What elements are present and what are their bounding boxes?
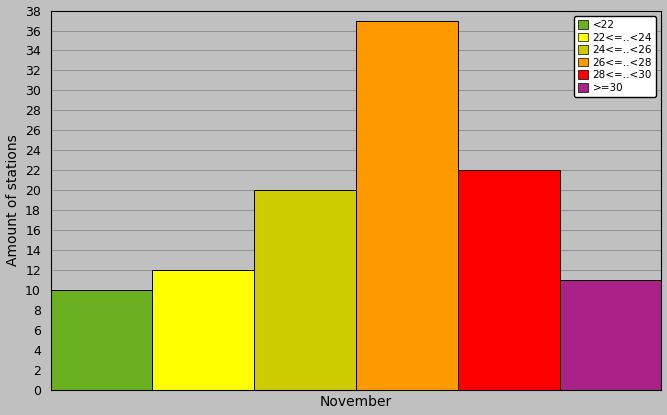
Bar [153,270,254,390]
Bar [254,190,356,390]
Bar [458,170,560,390]
Bar [356,20,458,390]
Y-axis label: Amount of stations: Amount of stations [5,134,19,266]
Legend: <22, 22<=..<24, 24<=..<26, 26<=..<28, 28<=..<30, >=30: <22, 22<=..<24, 24<=..<26, 26<=..<28, 28… [574,16,656,97]
X-axis label: November: November [320,395,392,410]
Bar [51,290,153,390]
Bar [560,280,662,390]
